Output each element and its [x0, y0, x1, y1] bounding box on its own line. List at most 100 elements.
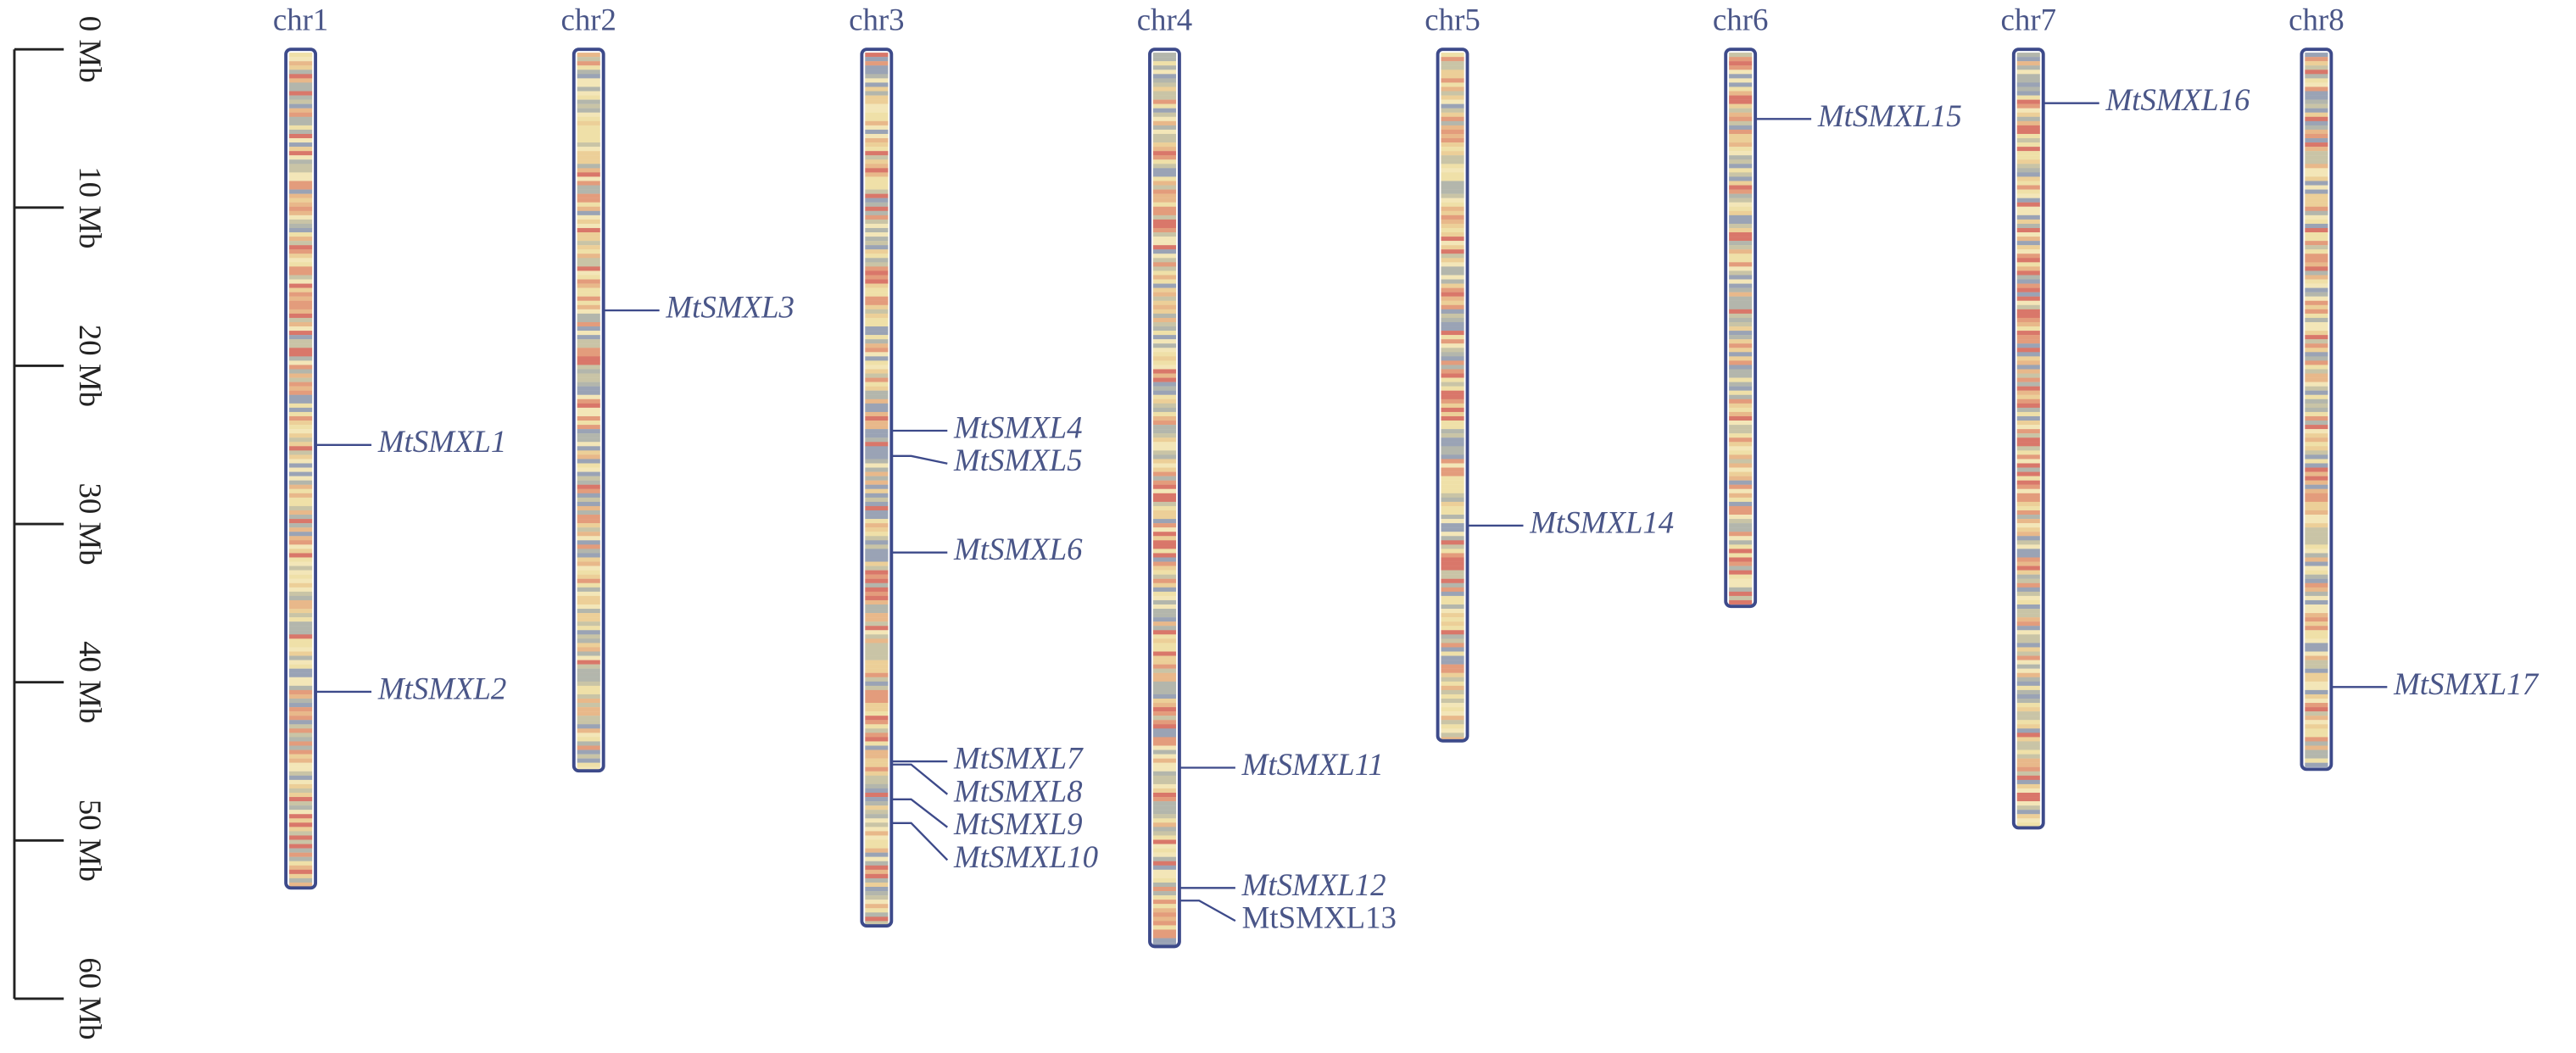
density-band [2305, 407, 2328, 413]
density-band [865, 437, 889, 443]
density-band [1729, 411, 1753, 417]
density-band [865, 775, 889, 781]
density-band [1152, 797, 1177, 802]
density-band [577, 407, 600, 413]
density-band [289, 159, 313, 164]
density-band [1729, 61, 1753, 66]
density-band [865, 61, 889, 66]
density-band [1152, 788, 1177, 794]
density-band [2016, 172, 2040, 177]
density-band [577, 762, 600, 767]
density-band [2305, 613, 2328, 618]
density-band [1152, 147, 1177, 152]
density-band [577, 223, 600, 229]
density-band [1441, 681, 1464, 687]
density-band [865, 442, 889, 447]
density-band [1729, 185, 1753, 190]
density-band [2016, 287, 2040, 292]
chromosome [1436, 47, 1469, 743]
density-band [865, 484, 889, 489]
density-band [865, 540, 889, 545]
density-band [2305, 737, 2328, 742]
density-band [2305, 655, 2328, 660]
density-band [1729, 450, 1753, 455]
density-band [289, 856, 313, 861]
density-band [2305, 348, 2328, 353]
density-band [2016, 321, 2040, 327]
density-band [1152, 181, 1177, 186]
density-band [1152, 415, 1177, 421]
density-band [289, 296, 313, 301]
density-band [1441, 493, 1464, 499]
density-band [2305, 202, 2328, 207]
density-band [2016, 433, 2040, 438]
density-band [2016, 99, 2040, 104]
density-band [289, 181, 313, 186]
density-band [1729, 82, 1753, 87]
density-band [1152, 411, 1177, 417]
density-band [1152, 783, 1177, 789]
density-band [2305, 609, 2328, 614]
density-band [2305, 206, 2328, 211]
density-band [289, 754, 313, 759]
density-band [2305, 762, 2328, 767]
density-band [1152, 446, 1177, 451]
density-band [2016, 275, 2040, 280]
density-band [2305, 566, 2328, 571]
density-band [1152, 480, 1177, 485]
density-band [2016, 459, 2040, 464]
density-band [577, 544, 600, 549]
density-band [1441, 515, 1464, 520]
density-band [2016, 749, 2040, 755]
density-band [1152, 527, 1177, 532]
density-band [2305, 626, 2328, 631]
density-band [2305, 488, 2328, 493]
density-band [1729, 369, 1753, 374]
density-band [1729, 103, 1753, 109]
density-band [1729, 595, 1753, 601]
density-band [577, 681, 600, 687]
density-band [1729, 574, 1753, 579]
density-band [865, 638, 889, 644]
density-band [2305, 164, 2328, 169]
density-band [865, 309, 889, 315]
density-band [289, 70, 313, 75]
density-band [2016, 116, 2040, 122]
density-band [577, 463, 600, 468]
density-band [1152, 283, 1177, 288]
density-band [289, 647, 313, 652]
density-band [289, 356, 313, 361]
density-band [865, 262, 889, 267]
density-band [1441, 643, 1464, 648]
density-band [2305, 120, 2328, 126]
density-band [1441, 356, 1464, 361]
density-band [1729, 313, 1753, 319]
density-band [865, 245, 889, 250]
density-band [2016, 566, 2040, 571]
density-band [2305, 313, 2328, 319]
density-band [865, 471, 889, 476]
density-band [1441, 613, 1464, 618]
density-band [1729, 501, 1753, 507]
density-band [1729, 151, 1753, 156]
density-band [2016, 279, 2040, 284]
density-band [1152, 698, 1177, 704]
density-band [1441, 70, 1464, 75]
density-band [865, 510, 889, 515]
density-band [1441, 304, 1464, 310]
density-band [2305, 369, 2328, 374]
density-band [289, 185, 313, 190]
density-band [865, 707, 889, 712]
density-band [865, 844, 889, 849]
density-band [577, 415, 600, 421]
density-band [289, 198, 313, 203]
density-band [865, 193, 889, 198]
density-band [1152, 164, 1177, 169]
density-band [289, 839, 313, 844]
density-band [577, 116, 600, 122]
gene-label: MtSMXL1 [377, 424, 507, 459]
density-band [1152, 839, 1177, 844]
density-band [577, 309, 600, 315]
density-band [577, 287, 600, 292]
density-band [1441, 53, 1464, 58]
